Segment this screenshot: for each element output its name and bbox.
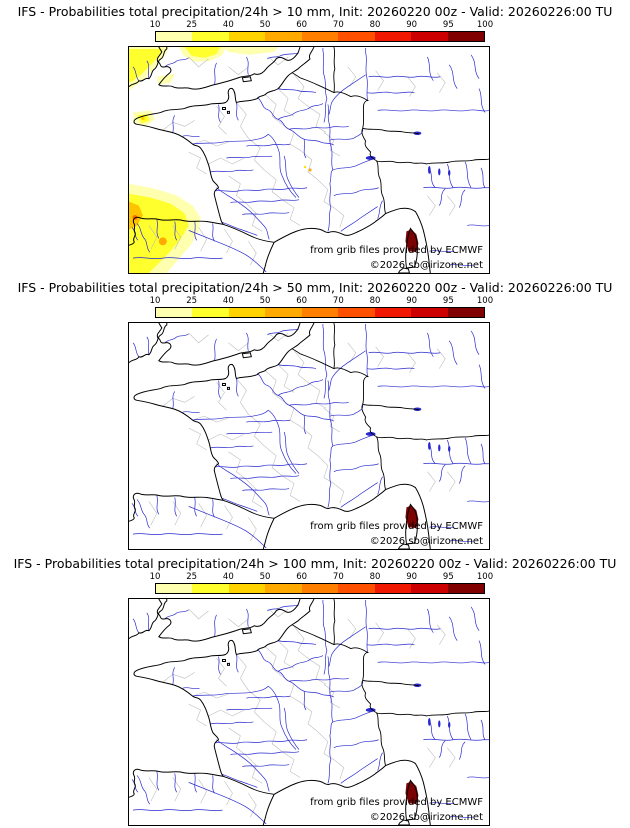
panel-precip-50mm: IFS - Probabilities total precipitation/… [0,276,630,552]
colorbar-tick-label: 90 [406,20,418,30]
france-precipitation-map [129,599,489,825]
colorbar-segment [228,32,266,41]
colorbar-tick-label: 90 [406,572,418,582]
map-frame: from grib files provided by ECMWF ©2026 … [128,598,490,826]
colorbar-tick-label: 80 [369,572,381,582]
colorbar-tick-label: 10 [149,572,161,582]
colorbar-segment [265,584,302,593]
colorbar-segment [374,32,412,41]
colorbar-segment [192,308,229,317]
colorbar-tick-label: 70 [332,20,344,30]
colorbar-tick-label: 70 [332,572,344,582]
colorbar-segment [338,32,375,41]
colorbar-tick-label: 80 [369,296,381,306]
panel-title: IFS - Probabilities total precipitation/… [17,280,613,295]
colorbar-tick-labels: 10 25 40 50 60 70 80 90 95 100 [150,572,494,582]
colorbar-segment [265,32,302,41]
colorbar-tick-label: 50 [259,572,271,582]
credit-copyright: ©2026 sb@irizone.net [369,260,483,271]
colorbar-segment [411,32,448,41]
rivers-group [131,323,489,549]
colorbar-segment [156,584,193,593]
colorbar-tick-label: 40 [222,572,234,582]
colorbar-tick-label: 60 [296,572,308,582]
country-borders-group [223,599,489,795]
colorbar-segment [411,308,448,317]
colorbar-tick-label: 50 [259,296,271,306]
colorbar-tick-label: 100 [476,20,494,30]
country-borders-group [223,323,489,519]
map-canvas [129,47,489,273]
colorbar-segment [228,308,266,317]
rivers-group [131,47,489,273]
colorbar-tick-label: 50 [259,20,271,30]
colorbar-tick-labels: 10 25 40 50 60 70 80 90 95 100 [150,296,494,306]
credit-ecmwf: from grib files provided by ECMWF [310,245,483,256]
colorbar-tick-label: 10 [149,296,161,306]
colorbar-segment [228,584,266,593]
colorbar-tick-label: 100 [476,572,494,582]
rivers-group [131,599,489,825]
colorbar-tick-label: 95 [442,296,454,306]
colorbar-bar [155,307,485,318]
colorbar-segment [338,584,375,593]
credit-copyright: ©2026 sb@irizone.net [369,536,483,547]
colorbar-segment [411,584,448,593]
colorbar-segment [447,32,484,41]
colorbar-tick-label: 60 [296,20,308,30]
colorbar-segment [374,308,412,317]
france-precipitation-map [129,47,489,273]
probability-shading-group [129,47,312,273]
colorbar-segment [192,32,229,41]
colorbar-segment [301,32,339,41]
colorbar-tick-label: 90 [406,296,418,306]
colorbar-tick-label: 70 [332,296,344,306]
colorbar-tick-label: 100 [476,296,494,306]
colorbar-tick-label: 40 [222,20,234,30]
map-frame: from grib files provided by ECMWF ©2026 … [128,322,490,550]
panel-title: IFS - Probabilities total precipitation/… [13,556,617,571]
panel-precip-10mm: IFS - Probabilities total precipitation/… [0,0,630,276]
map-frame: from grib files provided by ECMWF ©2026 … [128,46,490,274]
colorbar-tick-labels: 10 25 40 50 60 70 80 90 95 100 [150,20,494,30]
colorbar-tick-label: 95 [442,20,454,30]
credit-ecmwf: from grib files provided by ECMWF [310,797,483,808]
probability-colorbar: 10 25 40 50 60 70 80 90 95 100 [150,20,494,42]
france-precipitation-map [129,323,489,549]
colorbar-tick-label: 40 [222,296,234,306]
country-borders-group [223,47,489,243]
map-canvas [129,323,489,549]
colorbar-tick-label: 25 [186,572,198,582]
coastline-group [129,47,431,273]
colorbar-tick-label: 95 [442,572,454,582]
panel-title: IFS - Probabilities total precipitation/… [17,4,613,19]
colorbar-segment [447,584,484,593]
colorbar-segment [156,32,193,41]
colorbar-bar [155,31,485,42]
colorbar-segment [192,584,229,593]
colorbar-tick-label: 10 [149,20,161,30]
colorbar-segment [301,308,339,317]
probability-colorbar: 10 25 40 50 60 70 80 90 95 100 [150,572,494,594]
credit-ecmwf: from grib files provided by ECMWF [310,521,483,532]
colorbar-tick-label: 60 [296,296,308,306]
panel-precip-100mm: IFS - Probabilities total precipitation/… [0,552,630,828]
probability-colorbar: 10 25 40 50 60 70 80 90 95 100 [150,296,494,318]
coastline-group [129,599,431,825]
coastline-group [129,323,431,549]
map-canvas [129,599,489,825]
colorbar-segment [447,308,484,317]
colorbar-segment [265,308,302,317]
colorbar-segment [374,584,412,593]
colorbar-tick-label: 25 [186,296,198,306]
colorbar-tick-label: 25 [186,20,198,30]
colorbar-tick-label: 80 [369,20,381,30]
credit-copyright: ©2026 sb@irizone.net [369,812,483,823]
colorbar-segment [338,308,375,317]
colorbar-segment [156,308,193,317]
colorbar-bar [155,583,485,594]
colorbar-segment [301,584,339,593]
